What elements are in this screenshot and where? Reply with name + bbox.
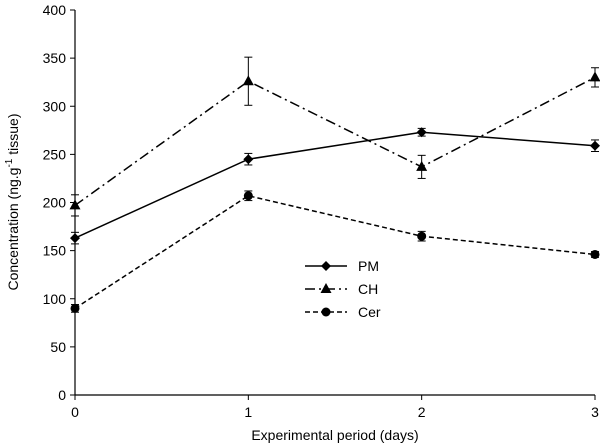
y-tick-label: 400 bbox=[43, 2, 67, 18]
legend-marker bbox=[320, 283, 332, 293]
x-ticks: 0 1 2 3 bbox=[71, 395, 599, 420]
legend-item-pm: PM bbox=[305, 258, 379, 274]
data-point bbox=[69, 199, 81, 210]
series-line bbox=[74, 131, 596, 239]
x-tick-label: 3 bbox=[591, 404, 599, 420]
y-axis-label-tail: tissue) bbox=[5, 114, 21, 159]
series-ch bbox=[69, 56, 600, 217]
legend-marker bbox=[321, 261, 331, 271]
y-tick-label: 250 bbox=[43, 146, 67, 162]
legend-label: Cer bbox=[358, 304, 381, 320]
y-axis-label-main: Concentration (ng.g bbox=[5, 168, 21, 291]
series-cer bbox=[70, 190, 600, 313]
y-tick-label: 150 bbox=[43, 243, 67, 259]
y-axis-label: Concentration (ng.g-1 tissue) bbox=[4, 114, 21, 291]
data-point bbox=[243, 191, 253, 201]
y-tick-label: 100 bbox=[43, 291, 67, 307]
series-pm bbox=[70, 127, 600, 245]
y-tick-label: 0 bbox=[58, 387, 66, 403]
series-layer bbox=[69, 56, 600, 313]
series-line bbox=[74, 76, 596, 206]
data-point bbox=[417, 231, 427, 241]
legend-label: PM bbox=[358, 258, 379, 274]
x-axis-label: Experimental period (days) bbox=[251, 427, 418, 443]
data-point bbox=[416, 127, 427, 138]
data-point bbox=[589, 71, 600, 82]
legend: PM CH Cer bbox=[305, 258, 381, 320]
x-tick-label: 2 bbox=[418, 404, 426, 420]
y-axis-label-superscript: -1 bbox=[4, 158, 15, 167]
x-tick-label: 1 bbox=[244, 404, 252, 420]
legend-marker bbox=[321, 307, 331, 317]
x-tick-label: 0 bbox=[71, 404, 79, 420]
data-point bbox=[416, 160, 428, 171]
series-line bbox=[74, 194, 596, 310]
data-point bbox=[590, 249, 600, 259]
legend-item-cer: Cer bbox=[305, 304, 381, 320]
legend-label: CH bbox=[358, 281, 378, 297]
y-tick-label: 50 bbox=[50, 339, 66, 355]
y-tick-label: 200 bbox=[43, 195, 67, 211]
data-point bbox=[243, 154, 254, 165]
y-ticks: 0 50 100 150 200 250 300 350 400 bbox=[43, 2, 75, 403]
data-point bbox=[242, 75, 254, 86]
legend-item-ch: CH bbox=[305, 281, 378, 297]
data-point bbox=[70, 233, 80, 244]
y-tick-label: 300 bbox=[43, 98, 67, 114]
data-point bbox=[70, 303, 80, 313]
y-tick-label: 350 bbox=[43, 50, 67, 66]
data-point bbox=[590, 140, 600, 151]
